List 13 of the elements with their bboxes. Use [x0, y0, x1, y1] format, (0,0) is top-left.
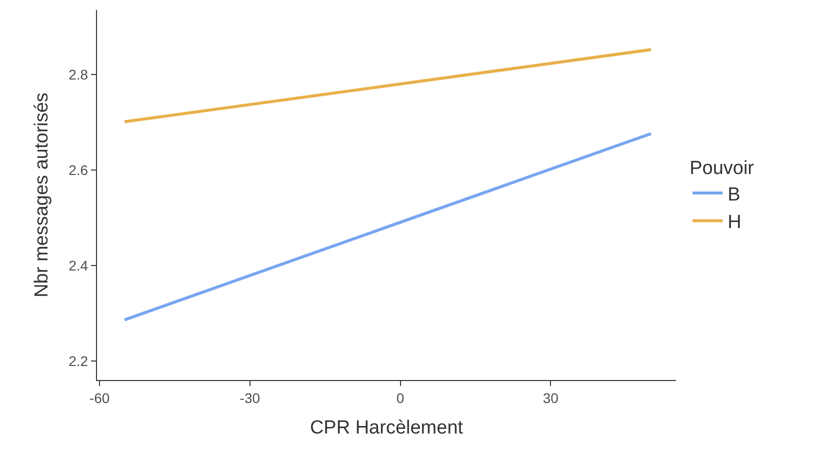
legend-label: B: [728, 184, 740, 206]
x-tick-label: 0: [396, 390, 404, 406]
y-tick-label: 2.2: [68, 352, 88, 369]
x-tick-label: -60: [89, 390, 110, 406]
y-tick-label: 2.4: [68, 257, 88, 274]
x-tick-label: 30: [542, 390, 559, 406]
x-tick-label: -30: [240, 390, 260, 406]
y-tick-label: 2.6: [68, 162, 88, 178]
x-axis-title: CPR Harcèlement: [310, 418, 464, 439]
y-tick-label: 2.8: [68, 66, 88, 82]
legend-title: Pouvoir: [690, 158, 755, 180]
y-axis-title: Nbr messages autorisés: [31, 92, 52, 298]
legend-label: H: [728, 212, 742, 234]
